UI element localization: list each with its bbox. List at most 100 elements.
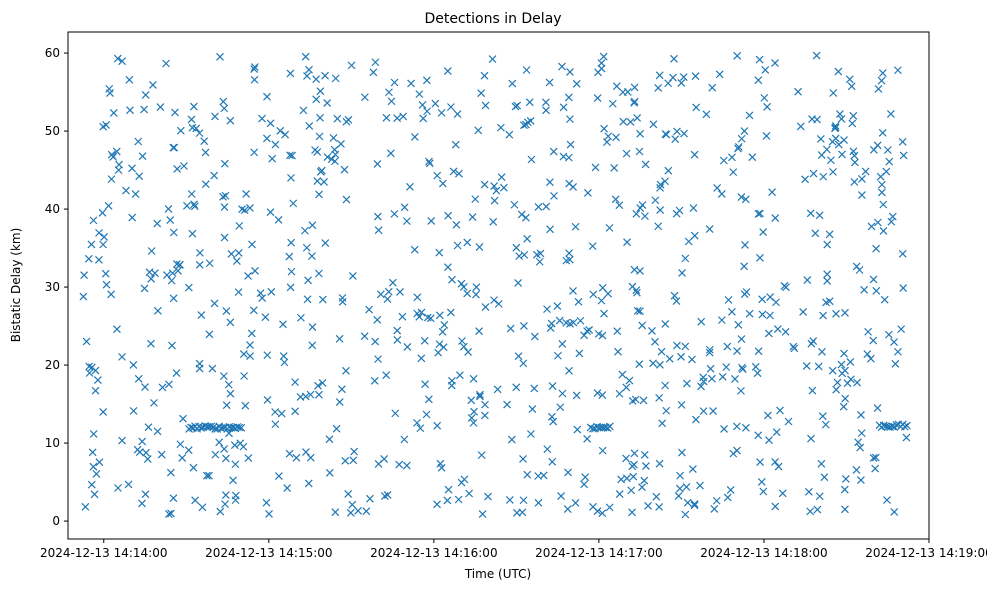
detection-point	[201, 148, 210, 157]
detection-point	[780, 282, 789, 290]
x-tick-label: 2024-12-13 14:15:00	[205, 546, 332, 560]
detection-point	[867, 222, 876, 231]
detection-point	[313, 148, 322, 156]
detection-point	[893, 66, 902, 75]
detection-point	[320, 178, 329, 186]
detection-point	[373, 160, 382, 168]
detection-point	[771, 214, 780, 223]
detection-point	[675, 484, 684, 493]
detection-point	[171, 108, 179, 117]
detection-point	[676, 471, 685, 480]
detection-point	[197, 311, 206, 319]
detection-point	[897, 325, 906, 334]
detection-point	[741, 195, 750, 204]
detection-point	[390, 78, 399, 87]
detection-point	[197, 424, 206, 432]
detection-point	[630, 83, 639, 92]
detection-point	[242, 190, 251, 198]
detection-point	[129, 406, 138, 415]
detection-point	[195, 129, 204, 138]
detection-point	[112, 147, 121, 156]
detection-point	[655, 459, 664, 468]
detection-point	[873, 218, 882, 227]
detection-point	[860, 285, 869, 294]
detection-point	[443, 496, 452, 505]
detection-point	[832, 309, 840, 318]
detection-point	[658, 419, 667, 428]
detection-point	[444, 485, 453, 494]
detection-point	[625, 376, 634, 385]
detection-point	[589, 502, 597, 511]
detection-point	[417, 354, 426, 363]
detection-point	[490, 296, 498, 305]
detection-point	[195, 260, 204, 269]
detection-point	[846, 358, 855, 366]
detection-point	[416, 424, 425, 433]
detection-point	[422, 410, 431, 419]
detection-point	[109, 109, 118, 117]
detection-point	[593, 389, 602, 398]
detection-point	[220, 233, 229, 242]
detection-point	[365, 305, 373, 314]
detection-point	[758, 310, 767, 319]
detection-point	[263, 396, 272, 404]
detection-point	[869, 145, 878, 154]
detection-point	[513, 101, 522, 110]
detection-point	[315, 132, 324, 141]
detection-point	[333, 114, 342, 123]
detection-point	[480, 411, 489, 420]
detection-point	[741, 423, 750, 432]
detection-point	[575, 349, 584, 358]
detection-point	[690, 150, 699, 159]
detection-point	[230, 441, 239, 450]
detection-point	[514, 352, 523, 361]
detection-point	[874, 85, 883, 93]
detection-point	[101, 269, 110, 278]
detection-point	[318, 295, 327, 304]
detection-point	[455, 169, 463, 178]
detection-point	[720, 424, 729, 433]
detection-point	[308, 221, 317, 230]
detection-point	[143, 455, 152, 463]
detection-point	[169, 294, 178, 303]
detection-point	[819, 311, 828, 320]
detection-point	[796, 122, 805, 131]
detection-point	[717, 316, 726, 325]
detection-point	[231, 496, 240, 505]
detection-point	[723, 342, 732, 351]
detection-point	[410, 133, 419, 141]
detection-point	[342, 195, 351, 204]
detection-point	[129, 360, 138, 369]
detection-point	[565, 249, 574, 258]
detection-point	[402, 461, 411, 470]
detection-point	[464, 348, 473, 356]
detection-point	[497, 173, 506, 182]
detection-point	[271, 408, 280, 416]
detection-point	[286, 69, 295, 78]
detection-point	[145, 268, 154, 277]
detection-point	[187, 190, 196, 198]
detection-point	[727, 307, 736, 316]
detection-point	[880, 295, 889, 304]
detection-point	[662, 406, 671, 415]
detection-point	[435, 340, 444, 349]
detection-point	[681, 254, 690, 263]
detection-point	[884, 330, 893, 339]
detection-point	[417, 308, 426, 317]
detection-point	[514, 279, 523, 287]
detection-point	[391, 409, 400, 418]
detection-point	[140, 105, 149, 114]
detection-point	[240, 372, 249, 380]
detection-point	[437, 463, 446, 472]
detection-point	[494, 299, 503, 308]
detection-point	[673, 341, 681, 350]
x-tick-label: 2024-12-13 14:14:00	[40, 546, 167, 560]
detection-point	[523, 118, 532, 127]
detection-point	[733, 51, 742, 60]
detection-point	[837, 115, 846, 123]
detection-point	[887, 217, 896, 226]
detection-point	[605, 422, 614, 431]
detection-point	[731, 375, 739, 383]
detection-point	[463, 289, 472, 298]
detection-point	[512, 383, 521, 392]
